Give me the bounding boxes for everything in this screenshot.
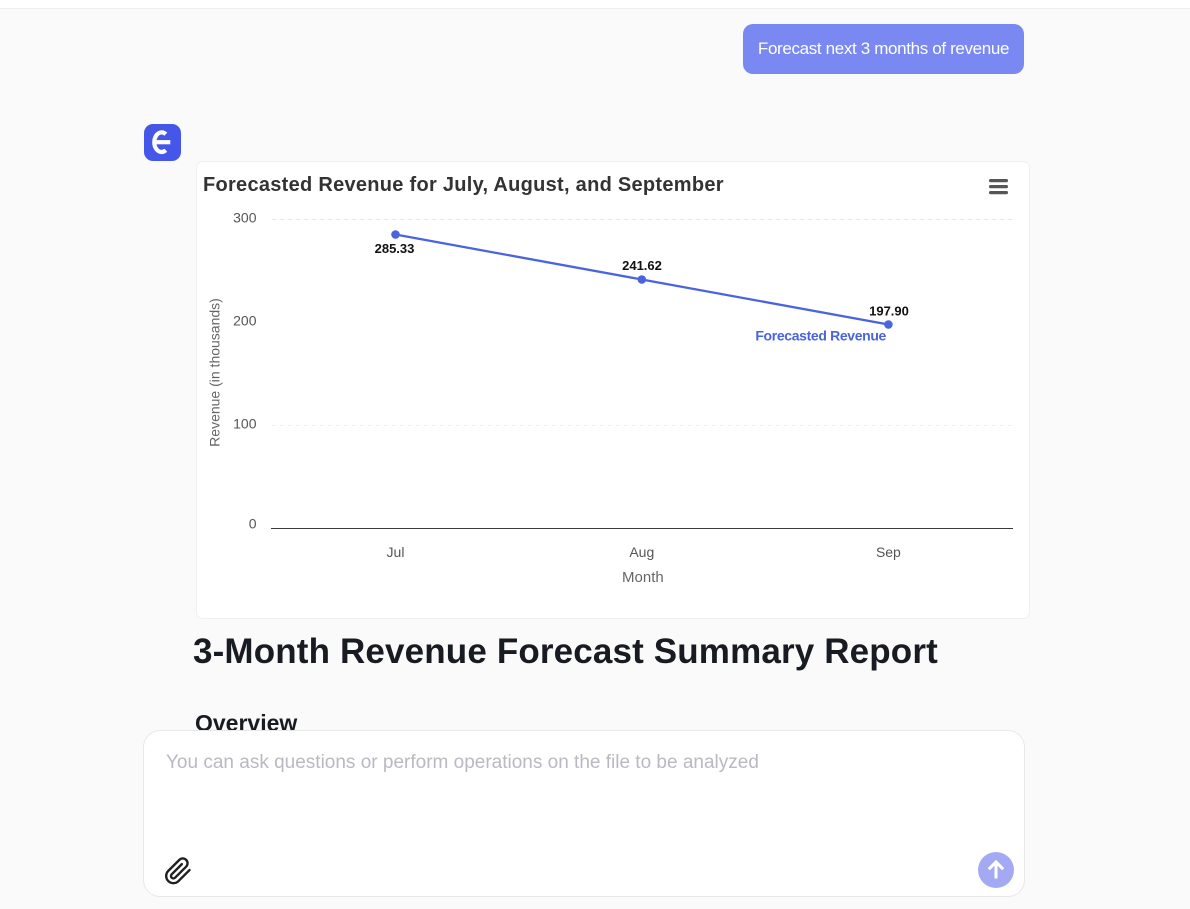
svg-text:300: 300: [233, 210, 257, 226]
svg-text:0: 0: [249, 516, 257, 532]
svg-text:Month: Month: [622, 569, 664, 586]
svg-text:Forecasted Revenue: Forecasted Revenue: [755, 328, 886, 344]
svg-text:200: 200: [233, 313, 257, 329]
svg-text:285.33: 285.33: [375, 241, 415, 256]
svg-text:241.62: 241.62: [622, 258, 662, 273]
svg-text:197.90: 197.90: [869, 304, 909, 319]
svg-text:Sep: Sep: [876, 544, 901, 560]
svg-text:Aug: Aug: [629, 544, 654, 560]
svg-text:Jul: Jul: [387, 544, 405, 560]
svg-text:Revenue (in thousands): Revenue (in thousands): [207, 298, 223, 447]
svg-text:100: 100: [233, 416, 257, 432]
